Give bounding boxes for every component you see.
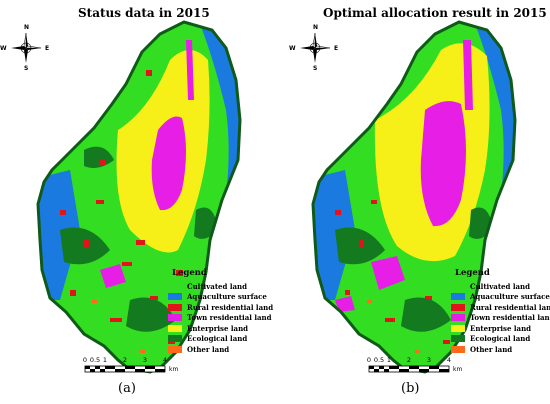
compass-s: S xyxy=(313,65,318,72)
compass-n: N xyxy=(313,24,319,31)
legend-swatch xyxy=(451,345,465,353)
legend-label: Other land xyxy=(187,344,230,354)
legend-label: Other land xyxy=(470,344,513,354)
legend-label: Rural residential land xyxy=(187,302,274,312)
compass-w: W xyxy=(0,45,7,52)
legend-swatch xyxy=(451,293,465,301)
legend-label: Ecological land xyxy=(470,334,531,344)
map-legend: Legend Cultivated land Aquaculture surfa… xyxy=(451,268,550,355)
scale-tick-label: 3 xyxy=(426,356,432,364)
map-legend: Legend Cultivated land Aquaculture surfa… xyxy=(168,268,273,355)
legend-swatch xyxy=(168,314,182,322)
compass-n: N xyxy=(24,24,30,31)
compass-rose-icon: N S E W xyxy=(289,24,338,72)
scale-tick-label: 0.5 xyxy=(373,356,385,364)
legend-swatch xyxy=(168,303,182,311)
legend-label: Aquaculture surface xyxy=(187,292,267,302)
legend-label: Rural residential land xyxy=(470,302,550,312)
legend-item: Rural residential land xyxy=(451,302,550,313)
legend-item: Cultivated land xyxy=(168,281,273,292)
legend-item: Other land xyxy=(168,344,273,355)
land-use-map-2015-optimal xyxy=(311,20,517,374)
map-panel-a: Status data in 2015 N S E W xyxy=(0,6,273,396)
legend-label: Town residential land xyxy=(187,313,272,323)
scale-tick-label: 4 xyxy=(446,356,452,364)
compass-w: W xyxy=(289,45,296,52)
legend-item: Enterprise land xyxy=(168,323,273,334)
scale-tick-label: 3 xyxy=(142,356,148,364)
scale-tick-label: 0 xyxy=(82,356,88,364)
legend-swatch xyxy=(451,282,465,290)
legend-label: Cultivated land xyxy=(187,281,248,291)
compass-rose-icon: N S E W xyxy=(0,24,49,72)
compass-e: E xyxy=(45,45,50,52)
land-use-map-2015-status xyxy=(36,20,242,374)
legend-swatch xyxy=(168,324,182,332)
legend-item: Town residential land xyxy=(451,313,550,324)
scale-tick-label: 2 xyxy=(122,356,128,364)
scale-bar-graphic xyxy=(368,365,450,373)
scale-unit: km xyxy=(169,366,179,373)
scale-bar: 0 0.5 1 2 3 4 km xyxy=(366,356,462,373)
legend-item: Ecological land xyxy=(451,334,550,345)
legend-label: Ecological land xyxy=(187,334,248,344)
legend-item: Town residential land xyxy=(168,313,273,324)
legend-title: Legend xyxy=(172,268,207,278)
legend-swatch xyxy=(168,293,182,301)
scale-tick-label: 2 xyxy=(406,356,412,364)
map-title: Optimal allocation result in 2015 xyxy=(323,6,547,20)
map-panel-b: Optimal allocation result in 2015 N S E … xyxy=(275,0,550,404)
scale-unit: km xyxy=(453,366,463,373)
panel-caption: (b) xyxy=(401,381,420,396)
legend-label: Enterprise land xyxy=(187,323,249,333)
map-title: Status data in 2015 xyxy=(78,6,210,20)
legend-swatch xyxy=(168,335,182,343)
legend-label: Cultivated land xyxy=(470,281,531,291)
legend-swatch xyxy=(451,314,465,322)
legend-item: Aquaculture surface xyxy=(168,292,273,303)
scale-tick-label: 0.5 xyxy=(89,356,101,364)
scale-bar-graphic xyxy=(84,365,166,373)
scale-tick-label: 1 xyxy=(386,356,392,364)
legend-item: Enterprise land xyxy=(451,323,550,334)
legend-swatch xyxy=(168,345,182,353)
legend-label: Enterprise land xyxy=(470,323,532,333)
compass-e: E xyxy=(334,45,339,52)
legend-item: Aquaculture surface xyxy=(451,292,550,303)
legend-swatch xyxy=(451,324,465,332)
legend-label: Aquaculture surface xyxy=(470,292,550,302)
legend-swatch xyxy=(168,282,182,290)
scale-tick-label: 4 xyxy=(162,356,168,364)
compass-s: S xyxy=(24,65,29,72)
scale-tick-label: 1 xyxy=(102,356,108,364)
legend-swatch xyxy=(451,335,465,343)
panel-caption: (a) xyxy=(118,381,136,396)
legend-item: Rural residential land xyxy=(168,302,273,313)
legend-label: Town residential land xyxy=(470,313,550,323)
legend-item: Other land xyxy=(451,344,550,355)
scale-tick-label: 0 xyxy=(366,356,372,364)
scale-bar: 0 0.5 1 2 3 4 km xyxy=(82,356,178,373)
legend-item: Cultivated land xyxy=(451,281,550,292)
legend-swatch xyxy=(451,303,465,311)
legend-item: Ecological land xyxy=(168,334,273,345)
legend-title: Legend xyxy=(455,268,490,278)
